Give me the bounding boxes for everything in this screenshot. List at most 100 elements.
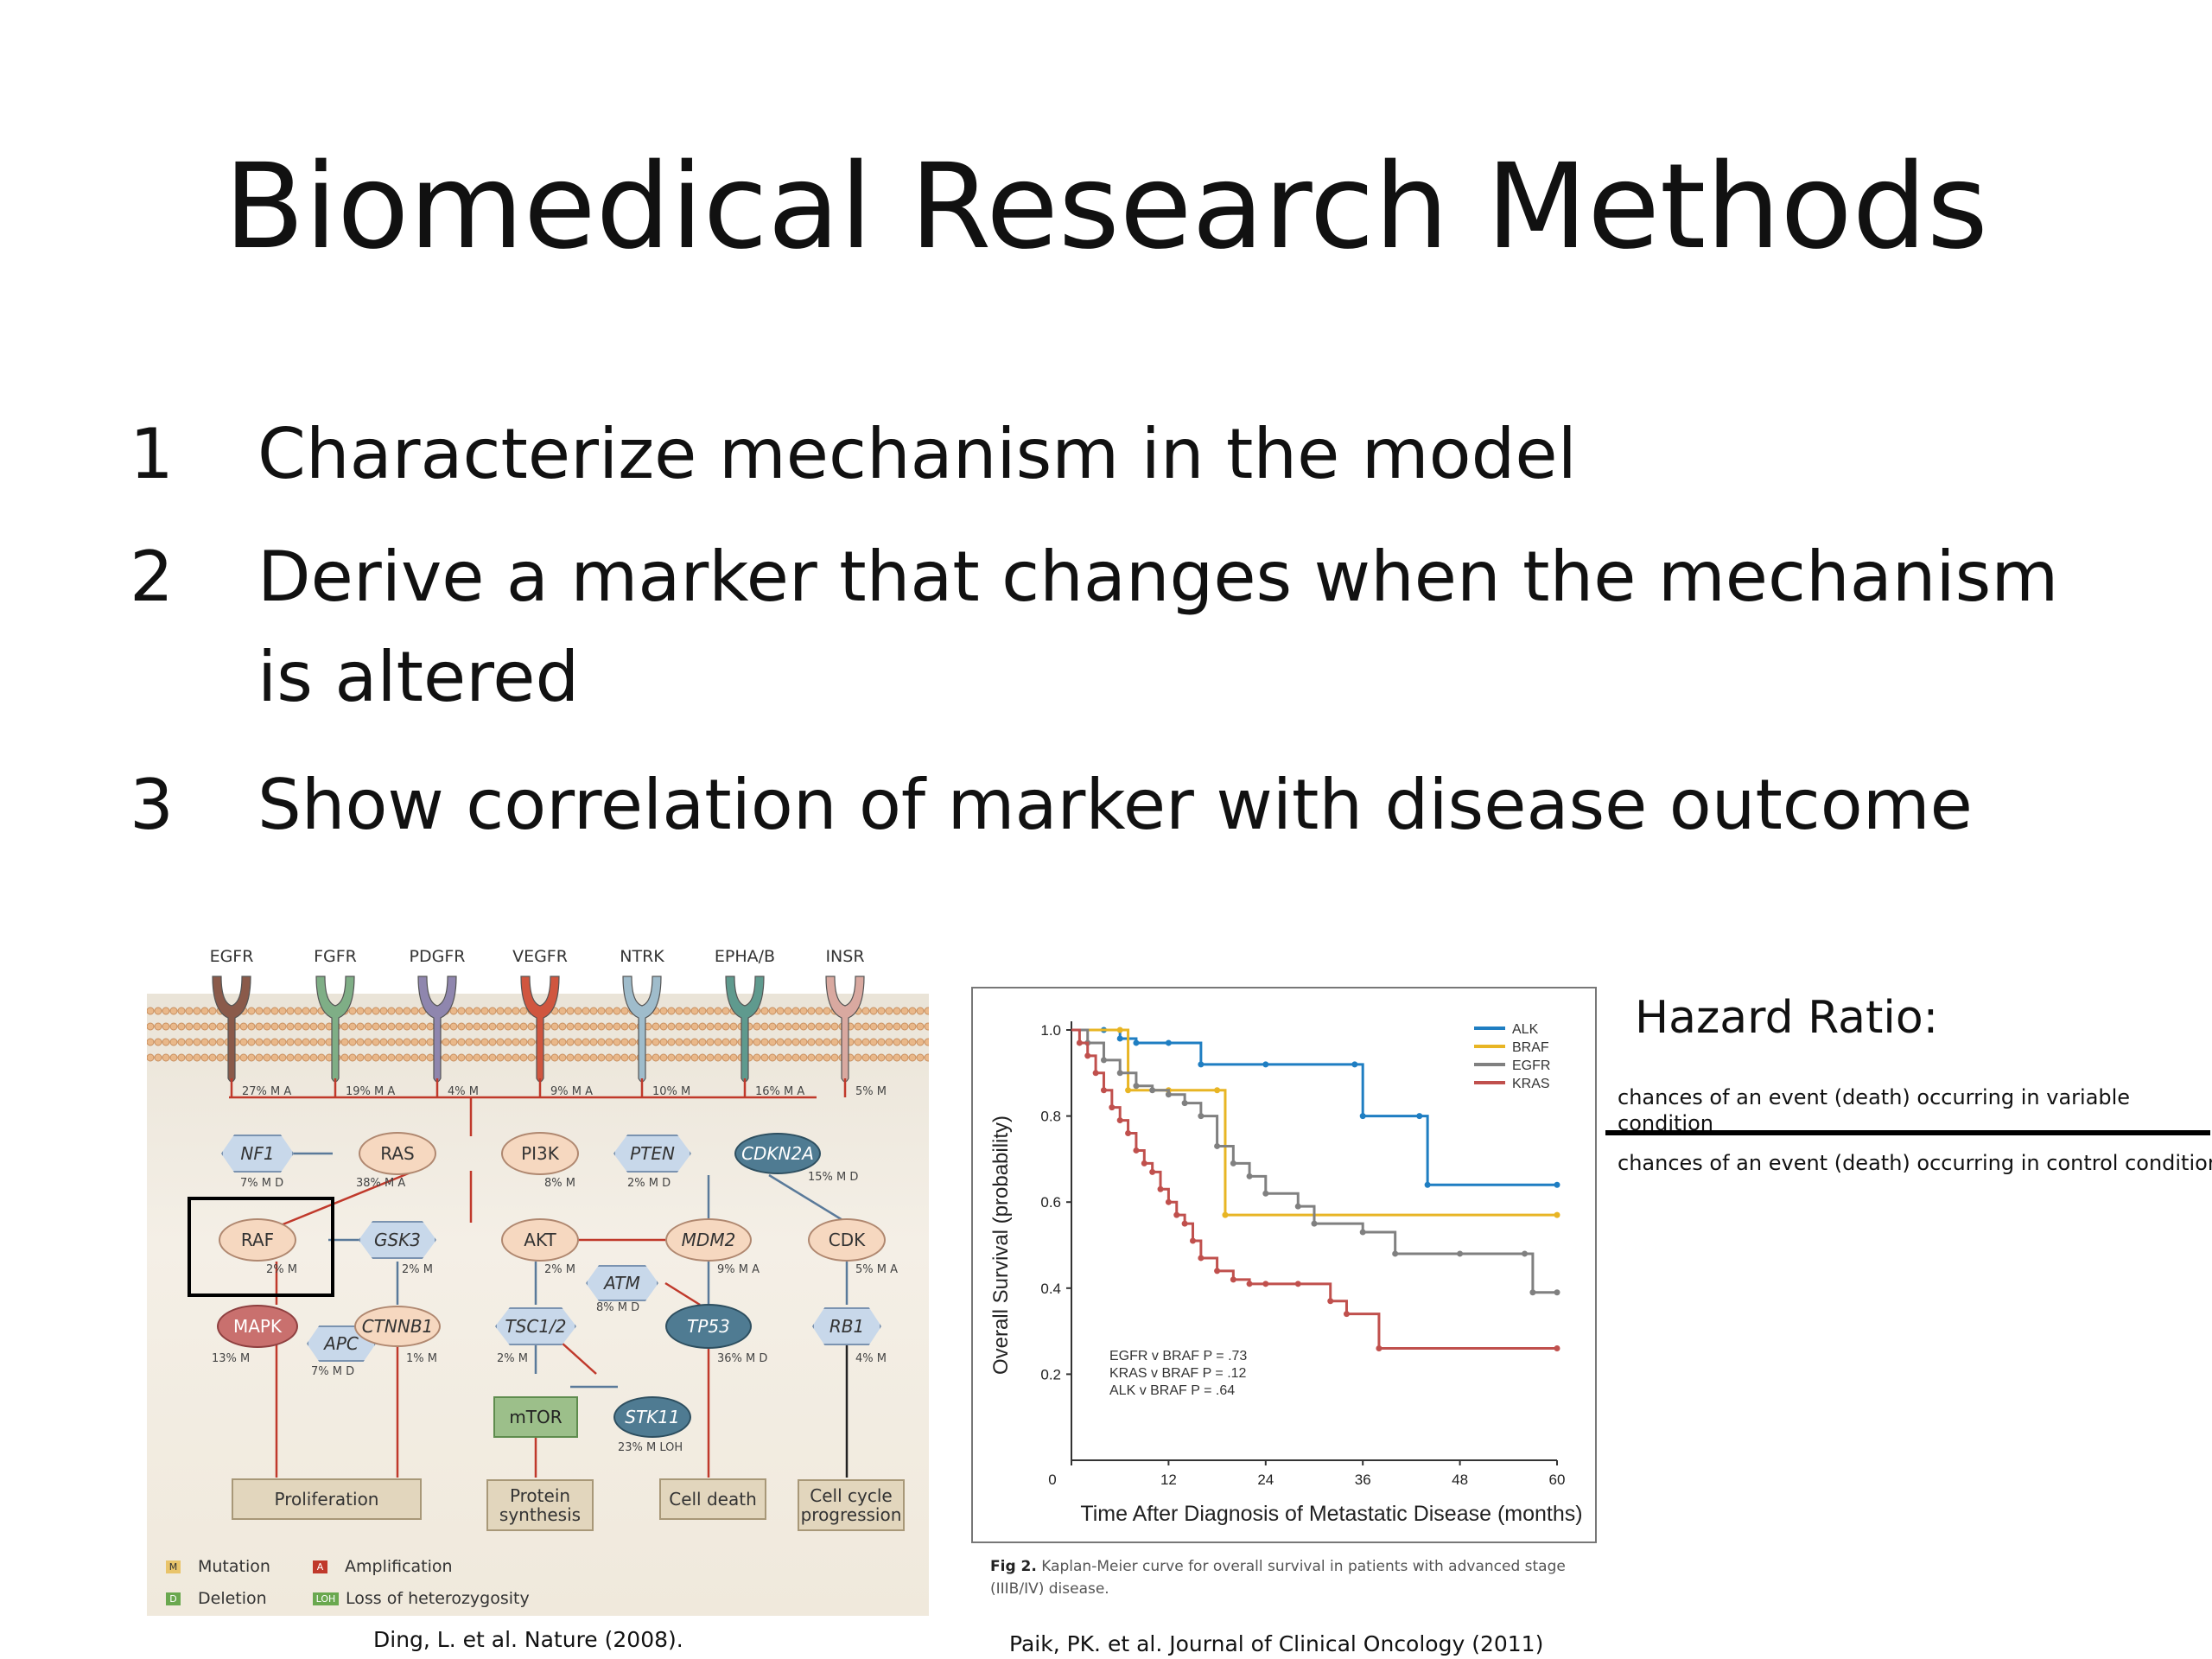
- bullet-number: 1: [130, 414, 174, 494]
- bullet-text: Derive a marker that changes when the me…: [257, 537, 2059, 617]
- legend-label: KRAS: [1512, 1077, 1550, 1091]
- bullet-number: 3: [130, 765, 174, 845]
- receptor-frequency: 27% M A: [242, 1085, 292, 1098]
- censor-mark-alk: [1262, 1061, 1269, 1068]
- membrane-bead: [714, 1053, 722, 1062]
- km-plot: 0.2 0.4 0.6 0.8 1.0 0 12 24 36 48 60 Time After Dia…: [989, 1021, 1583, 1526]
- membrane-bead: [893, 1053, 901, 1062]
- membrane-bead: [309, 1007, 318, 1015]
- membrane-bead: [893, 1038, 901, 1046]
- membrane-bead: [698, 1022, 707, 1031]
- membrane-bead: [348, 1038, 357, 1046]
- membrane-bead: [768, 1022, 777, 1031]
- membrane-bead: [924, 1053, 929, 1062]
- membrane-bead: [465, 1053, 474, 1062]
- legend-swatch: LOH: [313, 1592, 339, 1605]
- censor-mark-kras: [1084, 1052, 1091, 1059]
- membrane-bead: [861, 1022, 870, 1031]
- membrane-bead: [799, 1007, 808, 1015]
- membrane-bead: [706, 1053, 715, 1062]
- membrane-bead: [620, 1007, 629, 1015]
- membrane-bead: [799, 1022, 808, 1031]
- bullet-number: 2: [130, 537, 174, 617]
- membrane-bead: [356, 1022, 365, 1031]
- membrane-bead: [154, 1022, 162, 1031]
- freq-cdkn2a: 15% M D: [808, 1171, 859, 1184]
- node-akt: AKT: [501, 1218, 579, 1262]
- bullet-3: 3 Show correlation of marker with diseas…: [0, 757, 2212, 861]
- outcome-cell-cycle: Cell cycle progression: [798, 1479, 905, 1531]
- fraction-line: [1605, 1130, 2210, 1135]
- freq-rb1: 4% M: [855, 1352, 887, 1365]
- membrane-bead: [527, 1053, 536, 1062]
- kaplan-meier-chart: 0.2 0.4 0.6 0.8 1.0 0 12 24 36 48 60 Time After Dia…: [971, 987, 1597, 1543]
- node-mdm2: MDM2: [665, 1218, 752, 1262]
- membrane-bead: [185, 1022, 194, 1031]
- membrane-bead: [908, 1053, 917, 1062]
- censor-mark-kras: [1173, 1211, 1180, 1218]
- censor-mark-kras: [1262, 1281, 1269, 1287]
- membrane-bead: [286, 1038, 295, 1046]
- membrane-bead: [147, 1053, 155, 1062]
- membrane-bead: [589, 1022, 598, 1031]
- membrane-bead: [247, 1038, 256, 1046]
- membrane-bead: [900, 1022, 909, 1031]
- membrane-bead: [823, 1022, 831, 1031]
- p-value-annotation: KRAS v BRAF P = .12: [1109, 1366, 1247, 1381]
- membrane-bead: [799, 1038, 808, 1046]
- membrane-bead: [659, 1022, 668, 1031]
- membrane-bead: [683, 1038, 691, 1046]
- membrane-bead: [760, 1053, 769, 1062]
- membrane-bead: [395, 1038, 404, 1046]
- membrane-bead: [830, 1038, 839, 1046]
- legend-mutation: M Mutation: [166, 1557, 270, 1576]
- membrane-bead: [208, 1022, 217, 1031]
- membrane-bead: [698, 1053, 707, 1062]
- receptor-ntrk: [622, 976, 662, 1097]
- membrane-bead: [908, 1038, 917, 1046]
- membrane-bead: [278, 1053, 287, 1062]
- outcome-line: Cell cycle: [810, 1485, 893, 1506]
- membrane-bead: [659, 1053, 668, 1062]
- membrane-bead: [364, 1022, 372, 1031]
- membrane-bead: [302, 1007, 310, 1015]
- legend-swatch: A: [313, 1560, 327, 1573]
- membrane-bead: [348, 1022, 357, 1031]
- legend-swatch: D: [166, 1592, 181, 1605]
- receptor-fgfr: [315, 976, 355, 1097]
- membrane-bead: [753, 1053, 761, 1062]
- node-stk11: STK11: [613, 1396, 691, 1438]
- membrane-bead: [675, 1007, 683, 1015]
- bullet-2: 2 Derive a marker that changes when the …: [0, 529, 2212, 728]
- membrane-bead: [286, 1022, 295, 1031]
- membrane-bead: [379, 1038, 388, 1046]
- membrane-bead: [309, 1038, 318, 1046]
- membrane-bead: [597, 1022, 606, 1031]
- freq-mdm2: 9% M A: [717, 1263, 760, 1276]
- membrane-bead: [628, 1038, 637, 1046]
- membrane-bead: [652, 1053, 660, 1062]
- membrane-bead: [869, 1053, 878, 1062]
- membrane-bead: [760, 1038, 769, 1046]
- censor-mark-egfr: [1165, 1091, 1172, 1098]
- membrane-bead: [340, 1053, 349, 1062]
- censor-mark-egfr: [1522, 1250, 1529, 1257]
- membrane-bead: [620, 1022, 629, 1031]
- membrane-bead: [410, 1053, 419, 1062]
- membrane-bead: [216, 1038, 225, 1046]
- membrane-bead: [465, 1007, 474, 1015]
- membrane-bead: [527, 1022, 536, 1031]
- membrane-bead: [791, 1038, 800, 1046]
- membrane-bead: [815, 1022, 823, 1031]
- membrane-bead: [877, 1007, 886, 1015]
- membrane-bead: [807, 1038, 816, 1046]
- membrane-bead: [683, 1022, 691, 1031]
- membrane-bead: [675, 1022, 683, 1031]
- membrane-bead: [309, 1053, 318, 1062]
- membrane-bead: [900, 1038, 909, 1046]
- membrane-bead: [566, 1022, 575, 1031]
- membrane-bead: [185, 1007, 194, 1015]
- membrane-bead: [589, 1007, 598, 1015]
- node-raf: RAF: [219, 1218, 296, 1262]
- membrane-bead: [162, 1053, 170, 1062]
